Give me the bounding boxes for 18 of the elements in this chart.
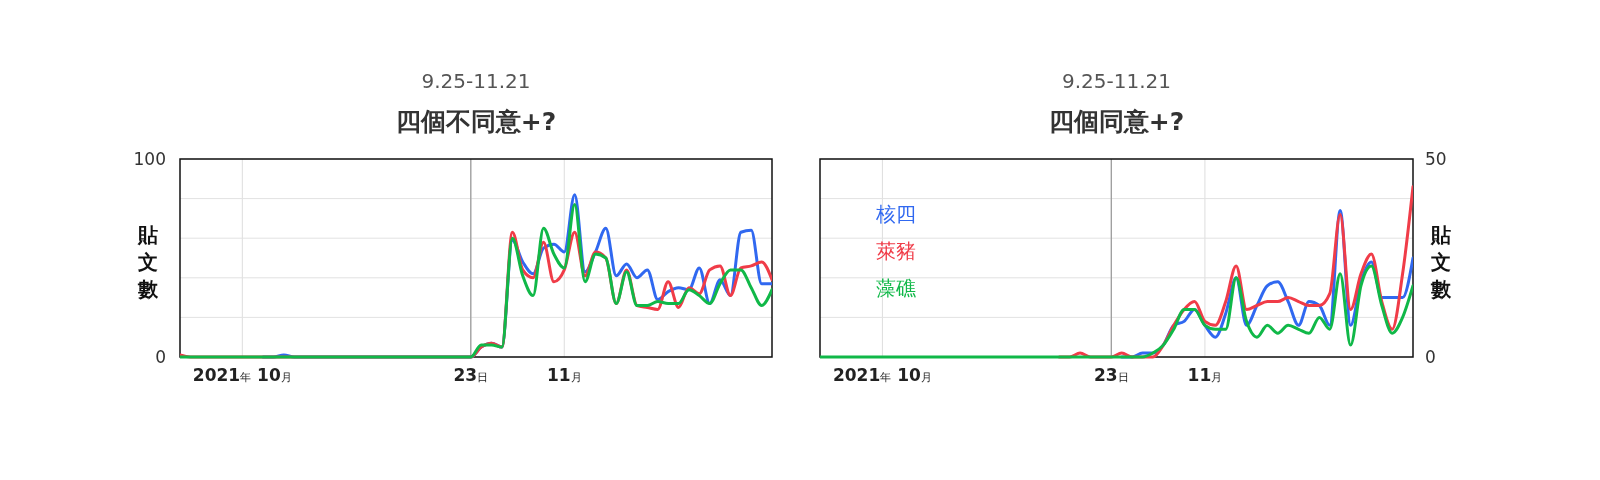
chart-subtitle: 9.25-11.21	[1061, 69, 1172, 93]
y-axis-title: 貼文數	[137, 223, 159, 301]
chart-subtitle: 9.25-11.21	[421, 69, 531, 93]
y-tick-label: 100	[133, 149, 166, 169]
y2-tick-label: 50	[1425, 149, 1447, 169]
x-tick-label: 23日	[453, 365, 489, 385]
x-tick-label: 11月	[546, 365, 582, 385]
text: 核四	[875, 202, 916, 226]
y2-tick-label: 0	[1425, 347, 1436, 367]
chart-title: 四個不同意+?	[395, 107, 557, 136]
text: 萊豬	[876, 239, 916, 263]
x-tick-label: 11月	[1187, 365, 1223, 385]
y2-axis-title: 貼文數	[1430, 223, 1452, 301]
x-tick-label: 2021年 10月	[192, 365, 292, 385]
x-tick-label: 2021年 10月	[832, 365, 932, 385]
x-tick-label: 23日	[1093, 365, 1129, 385]
text: 藻礁	[876, 276, 916, 300]
chart-title: 四個同意+?	[1048, 107, 1185, 136]
